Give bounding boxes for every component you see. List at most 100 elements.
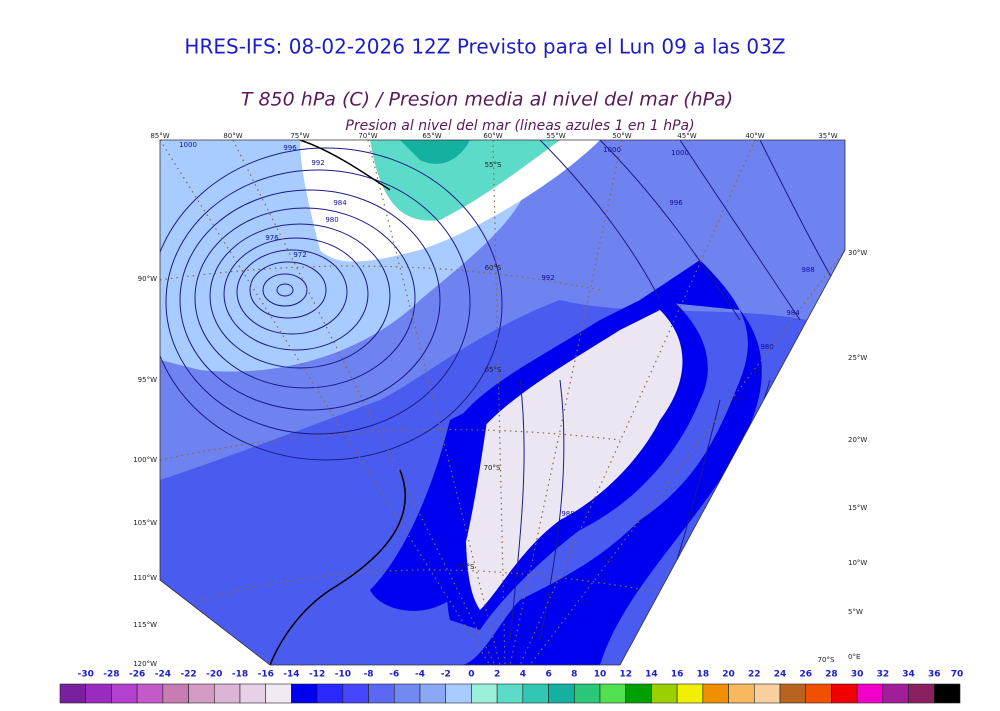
- colorbar-label: -26: [129, 670, 145, 680]
- color-swatch: [368, 683, 395, 704]
- colorbar-label: -4: [415, 670, 425, 680]
- color-swatch: [856, 683, 884, 704]
- contour-label: 996: [669, 199, 683, 207]
- color-swatch: [85, 683, 112, 704]
- color-swatch: [419, 683, 447, 704]
- colorbar-label: -22: [180, 670, 196, 680]
- color-swatch: [933, 683, 961, 704]
- contour-label: 996: [283, 144, 297, 152]
- latitude-label: 75°S: [458, 563, 475, 571]
- colorbar-label: 8: [571, 670, 577, 680]
- colorbar: -30 -28 -26 -24 -22 -20 -18 -16 -14 -12 -10 -8 -6 -4-…: [59, 670, 964, 704]
- colorbar-label: 30: [851, 670, 864, 680]
- color-swatch: [908, 683, 935, 704]
- subtitle: T 850 hPa (C) / Presion media al nivel d…: [241, 89, 733, 111]
- colorbar-label: 14: [645, 670, 658, 680]
- contour-label: 988: [561, 510, 574, 518]
- color-swatch: [599, 683, 627, 704]
- color-swatch: [136, 683, 164, 704]
- contour-label: 972: [293, 251, 306, 259]
- color-swatch: [188, 683, 215, 704]
- longitude-label: 10°W: [848, 559, 867, 567]
- longitude-label: 20°W: [848, 436, 867, 444]
- color-swatch: [522, 683, 549, 704]
- color-swatch: [213, 683, 241, 704]
- longitude-label: 105°W: [133, 519, 157, 527]
- color-swatch: [393, 683, 421, 704]
- map: [160, 140, 845, 665]
- contour-label: 976: [265, 234, 279, 242]
- colorbar-label: -30: [78, 670, 94, 680]
- color-swatch: [702, 683, 729, 704]
- contour-label: 980: [760, 343, 773, 351]
- colorbar-label: -2: [441, 670, 451, 680]
- color-swatch: [753, 683, 781, 704]
- contour-label: 972: [733, 396, 746, 404]
- colorbar-label: 34: [902, 670, 915, 680]
- longitude-label: 35°W: [818, 132, 837, 140]
- colorbar-label: 0: [468, 670, 474, 680]
- longitude-label: 85°W: [150, 132, 169, 140]
- color-swatch: [805, 683, 832, 704]
- color-swatch: [651, 683, 678, 704]
- contour-label: 988: [603, 556, 616, 564]
- color-swatch: [59, 683, 87, 704]
- color-swatch: [831, 683, 858, 704]
- colorbar-label: 12: [619, 670, 632, 680]
- longitude-label: 110°W: [133, 574, 157, 582]
- colorbar-label: 28: [825, 670, 838, 680]
- longitude-label: 90°W: [138, 275, 157, 283]
- note: Presion al nivel del mar (lineas azules …: [345, 118, 694, 134]
- colorbar-label: -10: [335, 670, 351, 680]
- colorbar-label: 32: [877, 670, 890, 680]
- color-swatch: [445, 683, 472, 704]
- longitude-label: 115°W: [133, 621, 157, 629]
- colorbar-label: -12: [309, 670, 325, 680]
- color-swatch: [728, 683, 755, 704]
- contour-label: 988: [801, 266, 814, 274]
- latitude-label: 55°S: [485, 161, 502, 169]
- color-swatch: [239, 683, 267, 704]
- color-swatch: [265, 683, 292, 704]
- colorbar-label: 20: [722, 670, 735, 680]
- colorbar-label: -24: [155, 670, 171, 680]
- longitude-label: 80°W: [223, 132, 242, 140]
- color-swatch: [111, 683, 138, 704]
- latitude-label: 65°S: [485, 366, 502, 374]
- longitude-label: 70°W: [358, 132, 377, 140]
- colorbar-label: -18: [232, 670, 248, 680]
- colorbar-label: -14: [283, 670, 299, 680]
- color-swatch: [471, 683, 498, 704]
- colorbar-label: -6: [389, 670, 399, 680]
- contour-label: 1000: [603, 146, 621, 154]
- colorbar-label: 26: [799, 670, 812, 680]
- contour-label: 1000: [671, 149, 689, 157]
- contour-label: 984: [786, 309, 800, 317]
- color-swatch: [316, 683, 344, 704]
- longitude-label: 30°W: [848, 249, 867, 257]
- color-swatch: [573, 683, 601, 704]
- color-swatch: [548, 683, 575, 704]
- color-swatch: [162, 683, 189, 704]
- longitude-label: 95°W: [138, 376, 157, 384]
- colorbar-label: 70: [951, 670, 964, 680]
- colorbar-label: 36: [928, 670, 941, 680]
- contour-label: 980: [325, 216, 338, 224]
- color-swatch: [342, 683, 369, 704]
- longitude-label: 65°W: [422, 132, 441, 140]
- color-swatch: [779, 683, 807, 704]
- title: HRES-IFS: 08-02-2026 12Z Previsto para e…: [184, 35, 785, 59]
- colorbar-label: 18: [697, 670, 710, 680]
- latitude-label: 70°S: [818, 656, 835, 664]
- longitude-label: 55°W: [546, 132, 565, 140]
- colorbar-label: 22: [748, 670, 761, 680]
- longitude-label: 50°W: [612, 132, 631, 140]
- longitude-label: 60°W: [483, 132, 502, 140]
- colorbar-label: -20: [206, 670, 222, 680]
- longitude-label: 0°E: [848, 653, 860, 661]
- colorbar-label: 6: [545, 670, 551, 680]
- longitude-label: 25°W: [848, 354, 867, 362]
- contour-label: 984: [333, 199, 347, 207]
- color-swatch: [625, 683, 652, 704]
